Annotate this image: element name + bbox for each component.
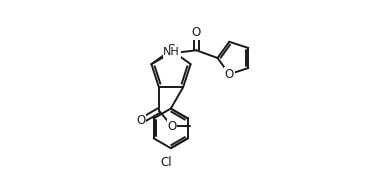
Text: S: S bbox=[167, 44, 175, 56]
Text: O: O bbox=[168, 120, 177, 133]
Text: NH: NH bbox=[163, 47, 180, 57]
Text: O: O bbox=[136, 114, 146, 127]
Text: O: O bbox=[192, 26, 201, 39]
Text: O: O bbox=[225, 68, 234, 81]
Text: Cl: Cl bbox=[161, 156, 173, 169]
